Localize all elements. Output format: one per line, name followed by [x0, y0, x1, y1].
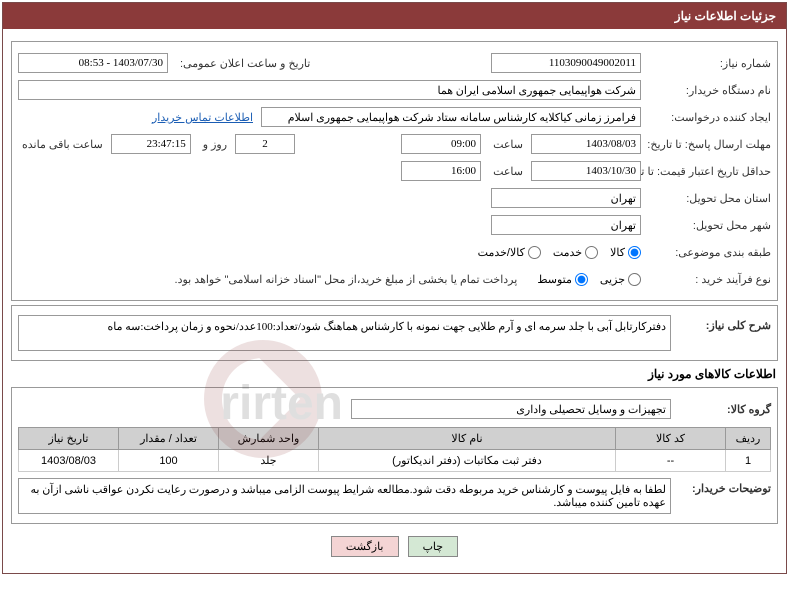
- category-radio-group: کالا خدمت کالا/خدمت: [478, 246, 641, 259]
- th-unit: واحد شمارش: [219, 428, 319, 450]
- cat-goods-label: کالا: [610, 246, 625, 259]
- countdown-field: 23:47:15: [111, 134, 191, 154]
- buyer-org-label: نام دستگاه خریدار:: [641, 84, 771, 97]
- deadline-time-field: 09:00: [401, 134, 481, 154]
- th-name: نام کالا: [319, 428, 616, 450]
- deadline-date-field: 1403/08/03: [531, 134, 641, 154]
- th-row: ردیف: [726, 428, 771, 450]
- table-row: 1--دفتر ثبت مکاتبات (دفتر اندیکاتور)جلد1…: [19, 450, 771, 472]
- requester-field: فرامرز زمانی کیاکلایه کارشناس سامانه ستا…: [261, 107, 641, 127]
- proc-partial-label: جزیی: [600, 273, 625, 286]
- back-button[interactable]: بازگشت: [331, 536, 399, 557]
- proc-medium-radio[interactable]: [575, 273, 588, 286]
- th-code: کد کالا: [616, 428, 726, 450]
- requester-label: ایجاد کننده درخواست:: [641, 111, 771, 124]
- group-label: گروه کالا:: [671, 403, 771, 416]
- proc-partial-radio[interactable]: [628, 273, 641, 286]
- buyer-notes-label: توضیحات خریدار:: [671, 478, 771, 495]
- announce-field: 1403/07/30 - 08:53: [18, 53, 168, 73]
- cat-service-label: خدمت: [553, 246, 582, 259]
- need-number-label: شماره نیاز:: [641, 57, 771, 70]
- time-label-1: ساعت: [489, 138, 523, 151]
- desc-label: شرح کلی نیاز:: [671, 315, 771, 332]
- days-and-label: روز و: [199, 138, 227, 151]
- cell-name: دفتر ثبت مکاتبات (دفتر اندیکاتور): [319, 450, 616, 472]
- remaining-label: ساعت باقی مانده: [18, 138, 103, 151]
- group-field: تجهیزات و وسایل تحصیلی واداری: [351, 399, 671, 419]
- buyer-contact-link[interactable]: اطلاعات تماس خریدار: [152, 111, 253, 124]
- items-table: ردیف کد کالا نام کالا واحد شمارش تعداد /…: [18, 427, 771, 472]
- th-date: تاریخ نیاز: [19, 428, 119, 450]
- days-count-field: 2: [235, 134, 295, 154]
- need-number-field: 1103090049002011: [491, 53, 641, 73]
- cell-row: 1: [726, 450, 771, 472]
- th-qty: تعداد / مقدار: [119, 428, 219, 450]
- cell-unit: جلد: [219, 450, 319, 472]
- process-label: نوع فرآیند خرید :: [641, 273, 771, 286]
- cell-qty: 100: [119, 450, 219, 472]
- cat-both-radio[interactable]: [528, 246, 541, 259]
- province-field: تهران: [491, 188, 641, 208]
- deadline-label: مهلت ارسال پاسخ: تا تاریخ:: [641, 138, 771, 151]
- print-button[interactable]: چاپ: [408, 536, 459, 557]
- validity-label: حداقل تاریخ اعتبار قیمت: تا تاریخ:: [641, 165, 771, 178]
- cat-goods-radio[interactable]: [628, 246, 641, 259]
- cat-service-radio[interactable]: [585, 246, 598, 259]
- category-label: طبقه بندی موضوعی:: [641, 246, 771, 259]
- cell-code: --: [616, 450, 726, 472]
- proc-medium-label: متوسط: [537, 273, 572, 286]
- cat-both-label: کالا/خدمت: [478, 246, 525, 259]
- desc-textarea: دفترکارتابل آبی با جلد سرمه ای و آرم طلا…: [18, 315, 671, 351]
- buyer-notes-textarea: لطفا به فایل پیوست و کارشناس خرید مربوطه…: [18, 478, 671, 514]
- buyer-org-field: شرکت هواپیمایی جمهوری اسلامی ایران هما: [18, 80, 641, 100]
- city-field: تهران: [491, 215, 641, 235]
- cell-date: 1403/08/03: [19, 450, 119, 472]
- province-label: استان محل تحویل:: [641, 192, 771, 205]
- items-section-title: اطلاعات کالاهای مورد نیاز: [13, 367, 776, 381]
- time-label-2: ساعت: [489, 165, 523, 178]
- panel-title: جزئیات اطلاعات نیاز: [3, 3, 786, 29]
- process-radio-group: جزیی متوسط: [537, 273, 641, 286]
- validity-date-field: 1403/10/30: [531, 161, 641, 181]
- payment-note: پرداخت تمام یا بخشی از مبلغ خرید،از محل …: [171, 273, 518, 286]
- announce-label: تاریخ و ساعت اعلان عمومی:: [176, 57, 310, 70]
- city-label: شهر محل تحویل:: [641, 219, 771, 232]
- validity-time-field: 16:00: [401, 161, 481, 181]
